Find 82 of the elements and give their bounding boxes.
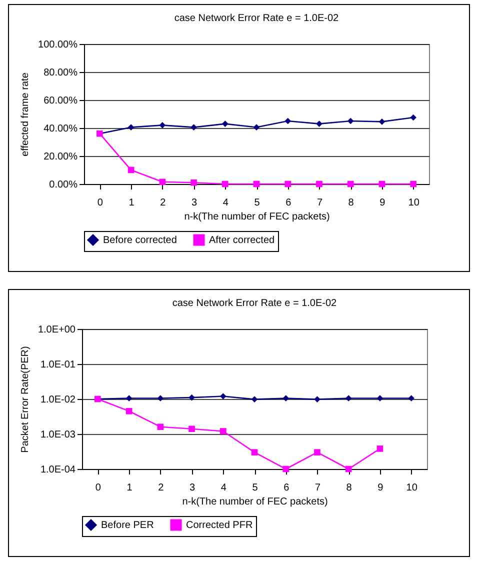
point [159,122,166,128]
point [159,178,166,186]
legend-label: Corrected PFR [186,520,253,531]
y-tick-label: 20.00% [44,152,78,162]
y-tick-label: 100.00% [38,40,78,50]
point [222,120,228,127]
x-tick-label: 6 [286,198,292,208]
y-tick-label: 1.0E-04 [40,464,76,476]
x-tick-label: 8 [348,198,354,208]
point [347,118,354,124]
point [316,120,322,127]
y-axis-title: effected frame rate [20,72,32,156]
point [376,446,384,452]
x-tick-label: 0 [95,482,102,494]
point [253,180,260,188]
point [410,180,416,188]
chart-title: case Network Error Rate e = 1.0E-02 [174,13,340,24]
y-tick-label: 60.00% [44,96,78,106]
chart-title: case Network Error Rate e = 1.0E-02 [172,298,338,309]
point [253,124,260,130]
point [126,408,132,414]
point [190,179,197,186]
point [251,396,258,402]
x-axis-title: n-k(The number of FEC packets) [182,496,328,508]
x-tick-label: 3 [189,482,196,494]
point [188,426,195,432]
x-tick-label: 5 [252,482,258,494]
point [314,449,320,456]
x-axis-title: n-k(The number of FEC packets) [184,212,330,222]
x-tick-label: 10 [406,482,418,494]
point [220,393,226,400]
x-tick-label: 9 [378,482,384,494]
y-tick-label: 40.00% [44,124,78,134]
y-tick-label: 80.00% [44,68,78,78]
point [316,180,322,188]
point [220,428,226,434]
point [345,466,352,472]
point [347,180,354,188]
legend-label: Before PER [101,520,154,531]
point [157,395,164,402]
point [251,449,258,456]
x-tick-label: 9 [380,198,386,208]
point [408,395,414,402]
legend-label: Before corrected [103,235,177,246]
y-axis-title: Packet Error Rate(PER) [20,346,31,453]
point [222,180,228,188]
x-tick-label: 5 [254,198,260,208]
point [282,466,290,472]
point [284,118,292,124]
x-tick-label: 3 [191,198,198,208]
x-tick-label: 2 [160,198,166,208]
y-tick-label: 1.0E-01 [40,360,76,370]
point [282,395,290,402]
x-tick-label: 0 [97,198,104,208]
x-tick-label: 2 [158,482,164,494]
point [157,424,164,430]
point [378,118,386,125]
point [128,166,134,174]
point [126,395,132,402]
point [410,114,416,121]
x-tick-label: 4 [222,198,229,208]
point [345,395,352,402]
x-tick-label: 7 [314,482,321,494]
point [376,395,384,402]
y-tick-label: 0.00% [49,180,78,190]
x-tick-label: 1 [128,198,135,208]
x-tick-label: 4 [220,482,227,494]
x-tick-label: 7 [316,198,323,208]
y-tick-label: 1.0E-03 [40,430,76,440]
point [284,180,292,188]
x-tick-label: 1 [126,482,133,494]
y-tick-label: 1.0E-02 [40,394,76,406]
x-tick-label: 6 [284,482,290,494]
legend-label: After corrected [209,235,275,246]
point [188,394,195,401]
y-tick-label: 1.0E+00 [38,324,76,336]
point [314,396,320,402]
x-tick-label: 10 [408,198,420,208]
x-tick-label: 8 [346,482,352,494]
point [190,124,197,130]
point [378,180,386,188]
point [128,124,134,130]
